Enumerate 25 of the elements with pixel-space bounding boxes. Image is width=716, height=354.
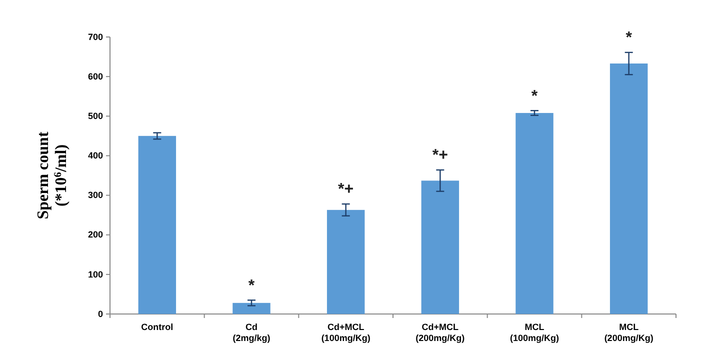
x-tick-label: Cd+MCL (200mg/Kg) (416, 322, 465, 343)
bar (610, 64, 648, 314)
y-tick-label: 600 (88, 71, 103, 82)
data-label: * (531, 88, 538, 105)
y-tick-label: 0 (98, 308, 103, 319)
data-label: * (626, 30, 633, 47)
x-tick-label: MCL (200mg/Kg) (604, 322, 654, 343)
y-tick-label: 400 (88, 150, 103, 161)
bar (138, 136, 176, 314)
y-tick-label: 300 (88, 190, 103, 200)
y-tick-label: 100 (88, 269, 103, 280)
data-label: * (248, 277, 256, 294)
y-tick-label: 200 (88, 230, 103, 240)
x-tick-label: MCL (100mg/Kg) (510, 322, 560, 343)
bar (421, 180, 460, 314)
data-label: *+ (338, 181, 354, 198)
y-tick-label: 500 (88, 111, 103, 122)
y-tick-label: 700 (88, 32, 103, 42)
data-label: *+ (432, 147, 448, 164)
bar (516, 112, 554, 314)
x-tick-label: Cd+MCL (100mg/Kg) (321, 322, 370, 343)
bar (232, 302, 270, 314)
x-tick-label: Control (141, 322, 174, 332)
x-tick-label: Cd (2mg/kg) (232, 322, 270, 343)
bar (326, 210, 365, 314)
